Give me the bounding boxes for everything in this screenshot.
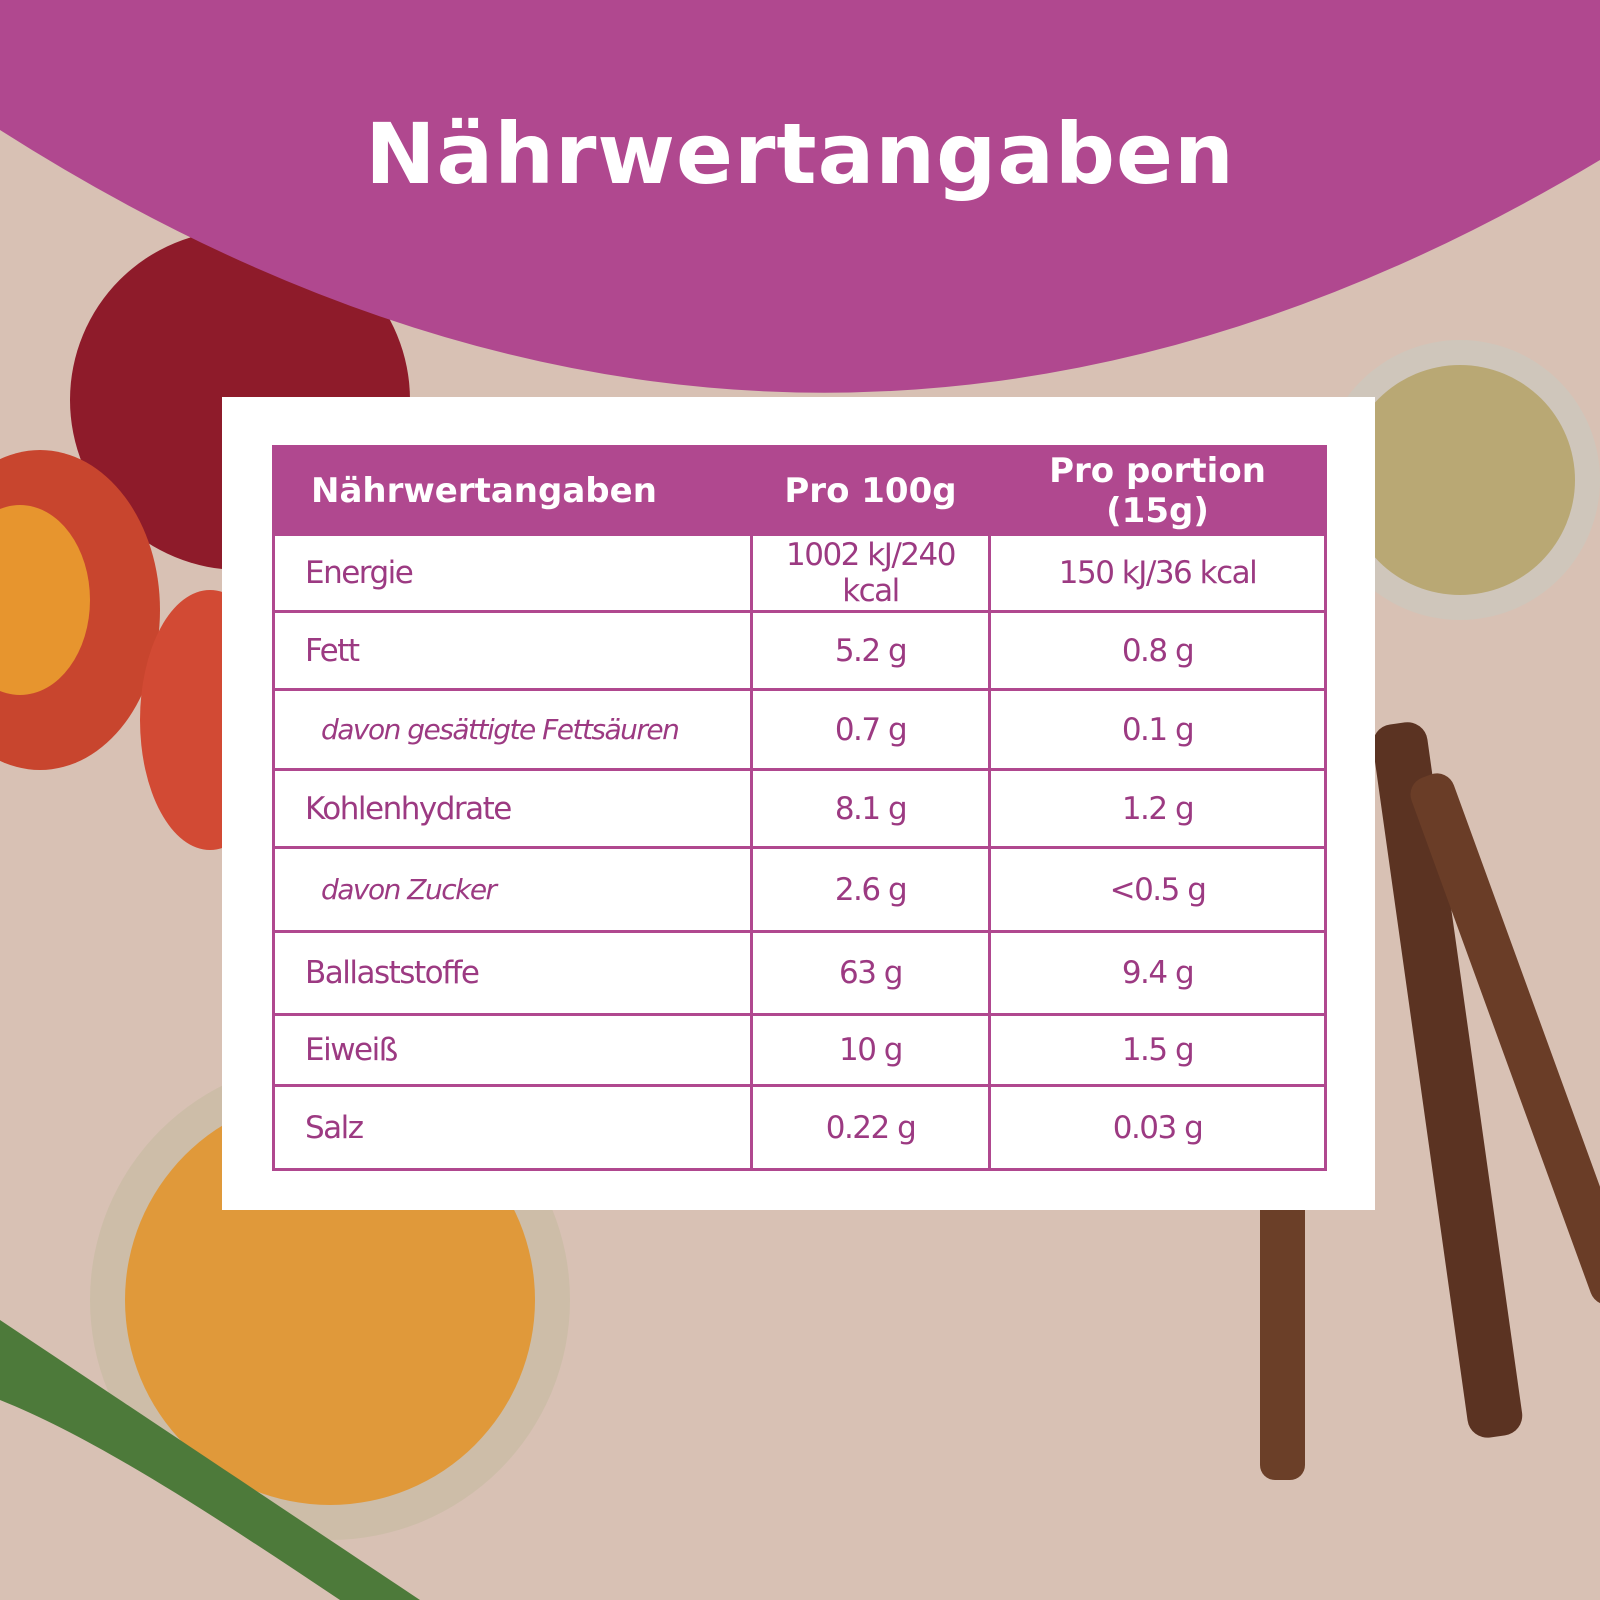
nutrient-label: Kohlenhydrate <box>272 768 753 849</box>
nutrient-value: 5.2 g <box>750 610 991 691</box>
table-row: Fett 5.2 g 0.8 g <box>272 610 1327 691</box>
nutrient-value: <0.5 g <box>988 846 1327 933</box>
aloe <box>0 1320 420 1600</box>
stick <box>1372 722 1523 1438</box>
nutrient-value: 150 kJ/36 kcal <box>988 533 1327 613</box>
table-card: Nährwertangaben Pro 100g Pro portion (15g)… <box>222 397 1375 1210</box>
nutrient-value: 9.4 g <box>988 930 1327 1016</box>
nutrient-label: Eiweiß <box>272 1013 753 1087</box>
nutrient-label: davon Zucker <box>272 846 753 933</box>
nutrient-value: 10 g <box>750 1013 991 1087</box>
nutrient-label: Salz <box>272 1084 753 1171</box>
nutrient-value: 0.03 g <box>988 1084 1327 1171</box>
nutrient-value: 0.8 g <box>988 610 1327 691</box>
column-header: Pro portion (15g) <box>988 445 1327 536</box>
table-row: Kohlenhydrate 8.1 g 1.2 g <box>272 768 1327 849</box>
nutrient-value: 1.2 g <box>988 768 1327 849</box>
table-row: Salz 0.22 g 0.03 g <box>272 1084 1327 1171</box>
nutrient-value: 8.1 g <box>750 768 991 849</box>
nutrient-label: Energie <box>272 533 753 613</box>
table-row: Ballaststoffe 63 g 9.4 g <box>272 930 1327 1016</box>
nutrient-label: Fett <box>272 610 753 691</box>
nutrient-value: 2.6 g <box>750 846 991 933</box>
column-header: Pro 100g <box>750 445 991 536</box>
nutrient-value: 0.1 g <box>988 688 1327 771</box>
nutrient-value: 1002 kJ/240 kcal <box>750 533 991 613</box>
column-header: Nährwertangaben <box>272 445 753 536</box>
nutrition-table: Nährwertangaben Pro 100g Pro portion (15g)… <box>272 445 1327 1171</box>
nutrient-value: 63 g <box>750 930 991 1016</box>
header-arc <box>0 0 1600 393</box>
table-row: Energie 1002 kJ/240 kcal 150 kJ/36 kcal <box>272 533 1327 613</box>
nutrient-label: davon gesättigte Fettsäuren <box>272 688 753 771</box>
table-row: davon gesättigte Fettsäuren 0.7 g 0.1 g <box>272 688 1327 771</box>
nutrient-value: 0.7 g <box>750 688 991 771</box>
nutrient-value: 0.22 g <box>750 1084 991 1171</box>
table-row: davon Zucker 2.6 g <0.5 g <box>272 846 1327 933</box>
table-row: Eiweiß 10 g 1.5 g <box>272 1013 1327 1087</box>
nutrient-value: 1.5 g <box>988 1013 1327 1087</box>
nutrient-label: Ballaststoffe <box>272 930 753 1016</box>
title: Nährwertangaben <box>365 105 1235 203</box>
